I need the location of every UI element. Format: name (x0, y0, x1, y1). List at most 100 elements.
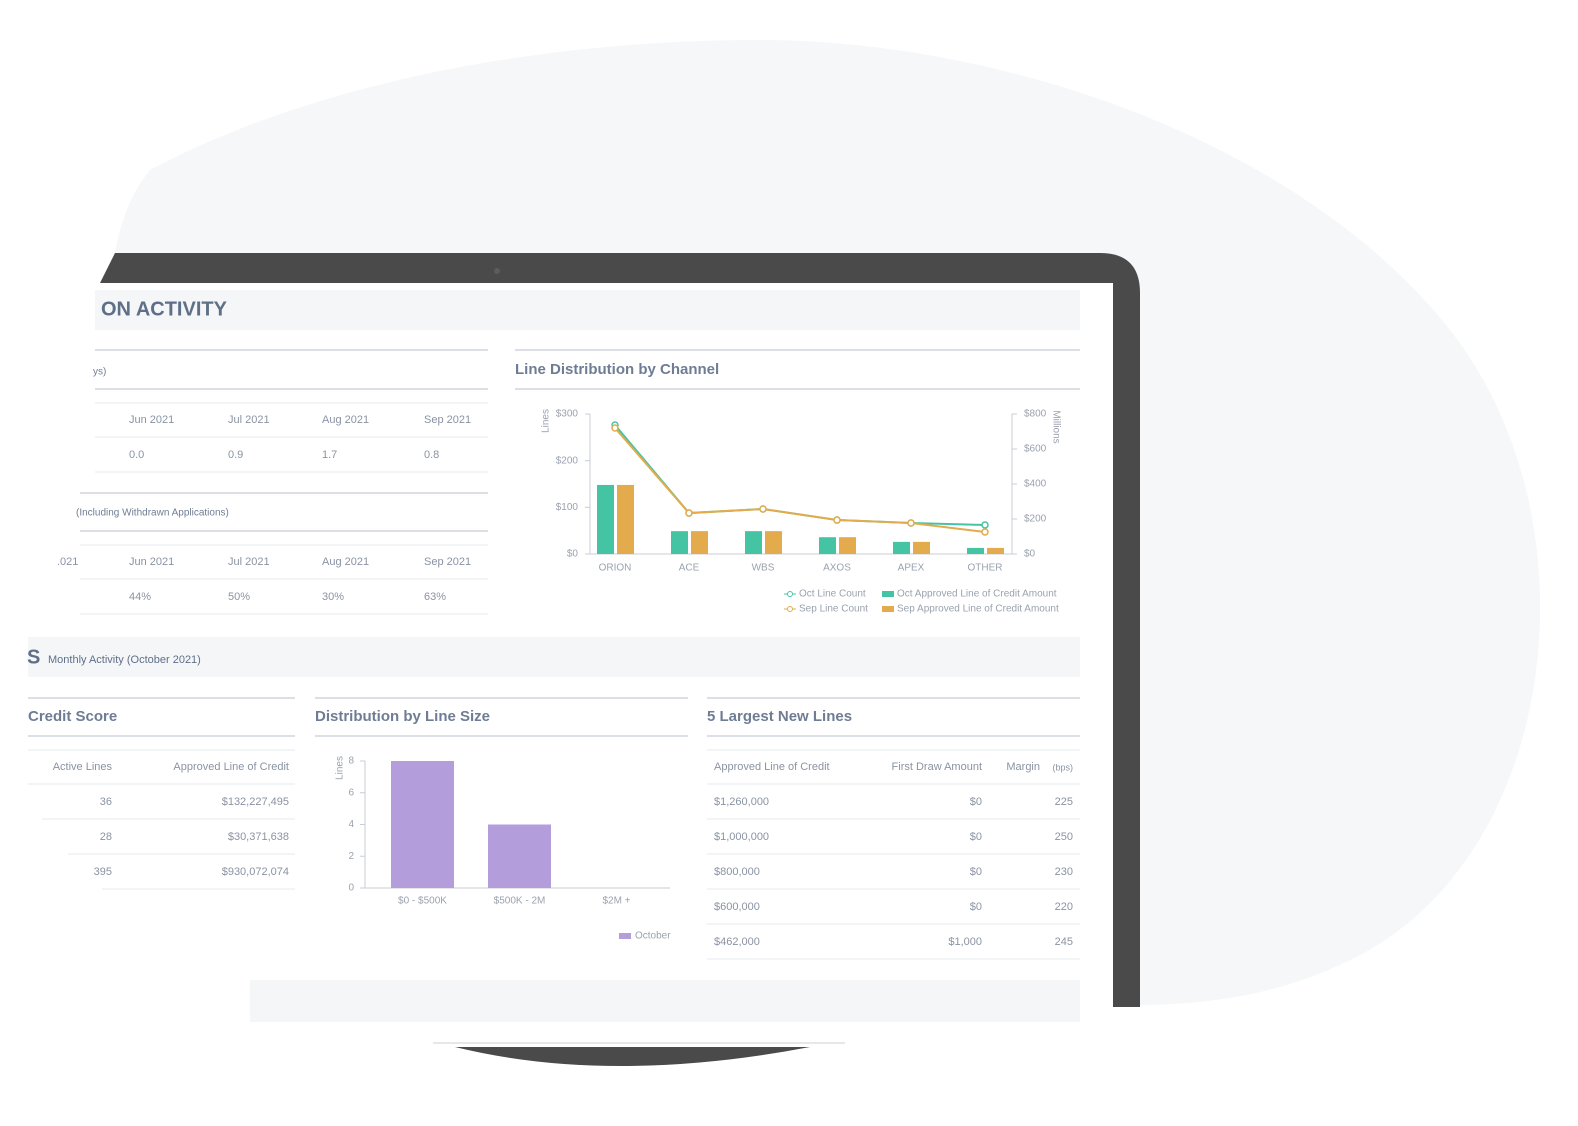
legend-label: Oct Line Count (799, 589, 866, 600)
cell: $0 (970, 796, 982, 808)
section-header (95, 290, 1080, 330)
cell: $1,000,000 (714, 831, 769, 843)
column-header: Approved Line of Credit (714, 761, 830, 773)
column-note: (bps) (1052, 762, 1073, 772)
column-header: Active Lines (53, 761, 113, 773)
legend-swatch (882, 606, 894, 612)
bar (893, 541, 910, 554)
cell: 30% (322, 591, 344, 603)
y-tick-label: $100 (556, 502, 579, 513)
point (981, 528, 989, 536)
cell: 36 (100, 796, 112, 808)
y-tick-label: 8 (348, 756, 354, 767)
bar (839, 537, 856, 554)
cell: 44% (129, 591, 151, 603)
point (981, 521, 989, 529)
column-header: .021 (57, 556, 78, 568)
x-tick-label: ACE (679, 563, 700, 574)
legend-label: Sep Line Count (799, 604, 868, 615)
legend-label: Sep Approved Line of Credit Amount (897, 604, 1059, 615)
column-header: Jun 2021 (129, 556, 174, 568)
cell: 0.9 (228, 449, 243, 461)
bar (691, 531, 708, 554)
cell: $462,000 (714, 936, 760, 948)
cell: 50% (228, 591, 250, 603)
table-subtitle: ys) (93, 367, 106, 378)
table-subtitle: (Including Withdrawn Applications) (76, 508, 229, 519)
cell: 220 (1055, 901, 1073, 913)
legend-swatch (619, 933, 631, 939)
y2-tick-label: $0 (1024, 549, 1036, 560)
cell: $0 (970, 866, 982, 878)
x-tick-label: WBS (752, 563, 775, 574)
bar (987, 547, 1004, 554)
y-axis-title: Lines (541, 409, 552, 433)
cell: $930,072,074 (222, 866, 289, 878)
x-tick-label: OTHER (968, 563, 1003, 574)
cell: 0.8 (424, 449, 439, 461)
cell: 0.0 (129, 449, 144, 461)
chart-title: Line Distribution by Channel (515, 361, 719, 378)
section-title: ON ACTIVITY (101, 298, 228, 320)
line-series (614, 427, 986, 533)
y-axis-title: Lines (335, 756, 346, 780)
section-subtitle: Monthly Activity (October 2021) (48, 654, 201, 666)
bar (671, 531, 688, 554)
cell: 63% (424, 591, 446, 603)
column-header: First Draw Amount (892, 761, 982, 773)
column-header: Approved Line of Credit (173, 761, 289, 773)
column-header: Sep 2021 (424, 414, 471, 426)
section-footer (250, 980, 1080, 1022)
bar (745, 531, 762, 554)
x-tick-label: AXOS (823, 563, 851, 574)
cell: $0 (970, 901, 982, 913)
column-header: Sep 2021 (424, 556, 471, 568)
bar (819, 537, 836, 554)
x-tick-label: $0 - $500K (398, 896, 447, 907)
bar (488, 824, 551, 888)
x-tick-label: $500K - 2M (494, 896, 546, 907)
y-tick-label: $200 (556, 455, 579, 466)
column-header: Aug 2021 (322, 556, 369, 568)
x-tick-label: APEX (898, 563, 925, 574)
cell: 225 (1055, 796, 1073, 808)
cell: 1.7 (322, 449, 337, 461)
cell: $600,000 (714, 901, 760, 913)
point (759, 505, 767, 513)
cell: 395 (94, 866, 112, 878)
camera (494, 268, 500, 274)
point (685, 509, 693, 517)
y-tick-label: $0 (567, 549, 579, 560)
x-tick-label: ORION (599, 563, 632, 574)
y-tick-label: $300 (556, 409, 579, 420)
y2-tick-label: $800 (1024, 409, 1047, 420)
cell: 245 (1055, 936, 1073, 948)
column-header: Jul 2021 (228, 414, 270, 426)
point (611, 424, 619, 432)
column-header: Jun 2021 (129, 414, 174, 426)
column-header: Margin (1006, 761, 1040, 773)
point (833, 516, 841, 524)
section-title: S (27, 646, 40, 668)
point (907, 519, 915, 527)
column-header: Aug 2021 (322, 414, 369, 426)
bar (967, 547, 984, 554)
cell: 28 (100, 831, 112, 843)
laptop-base (455, 1047, 810, 1066)
y2-tick-label: $200 (1024, 514, 1047, 525)
column-header: Jul 2021 (228, 556, 270, 568)
bar (597, 484, 614, 554)
y2-tick-label: $600 (1024, 444, 1047, 455)
cell: $1,000 (948, 936, 982, 948)
y-tick-label: 4 (348, 819, 354, 830)
y2-tick-label: $400 (1024, 479, 1047, 490)
table-title: Credit Score (28, 708, 117, 725)
bar (765, 531, 782, 554)
y-tick-label: 0 (348, 883, 354, 894)
cell: $132,227,495 (222, 796, 289, 808)
bar (391, 761, 454, 888)
section-header (28, 637, 1080, 677)
cell: 250 (1055, 831, 1073, 843)
legend-label: October (635, 931, 671, 942)
cell: $1,260,000 (714, 796, 769, 808)
